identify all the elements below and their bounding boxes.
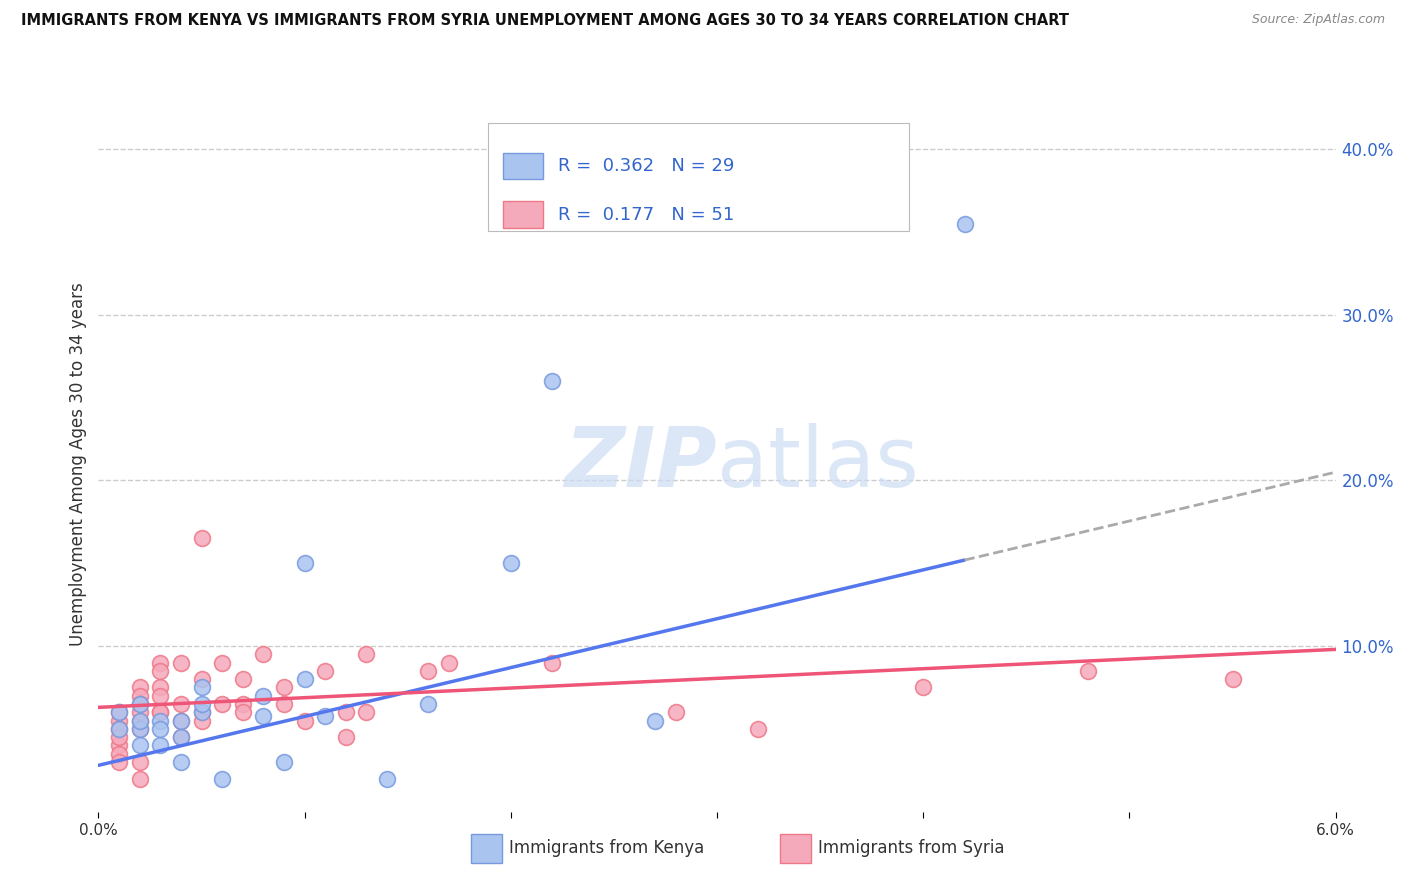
Point <box>170 730 193 744</box>
Point <box>149 739 172 753</box>
Point <box>190 672 212 686</box>
Point <box>294 714 316 728</box>
Y-axis label: Unemployment Among Ages 30 to 34 years: Unemployment Among Ages 30 to 34 years <box>69 282 87 646</box>
Point <box>499 556 522 570</box>
Point <box>128 706 150 720</box>
Point <box>190 532 212 546</box>
Point <box>170 714 193 728</box>
Point <box>190 706 212 720</box>
Point <box>170 714 193 728</box>
Point <box>211 697 233 711</box>
Point <box>912 681 935 695</box>
Point <box>232 706 254 720</box>
Text: IMMIGRANTS FROM KENYA VS IMMIGRANTS FROM SYRIA UNEMPLOYMENT AMONG AGES 30 TO 34 : IMMIGRANTS FROM KENYA VS IMMIGRANTS FROM… <box>21 13 1069 29</box>
Point <box>211 772 233 786</box>
Point <box>252 708 274 723</box>
Point <box>232 672 254 686</box>
Point <box>108 706 131 720</box>
Point <box>128 772 150 786</box>
Point <box>851 208 873 222</box>
Point <box>314 708 336 723</box>
Point <box>108 755 131 769</box>
Point <box>108 706 131 720</box>
Point <box>149 722 172 736</box>
Point <box>335 706 357 720</box>
FancyBboxPatch shape <box>488 123 908 231</box>
Point <box>437 656 460 670</box>
Text: Immigrants from Kenya: Immigrants from Kenya <box>509 839 704 857</box>
Point <box>149 681 172 695</box>
Point <box>128 697 150 711</box>
Point <box>294 556 316 570</box>
Point <box>356 706 378 720</box>
Point <box>128 722 150 736</box>
Text: Source: ZipAtlas.com: Source: ZipAtlas.com <box>1251 13 1385 27</box>
Point <box>108 714 131 728</box>
FancyBboxPatch shape <box>503 202 543 227</box>
Text: atlas: atlas <box>717 424 918 504</box>
Point <box>170 755 193 769</box>
Point <box>190 706 212 720</box>
Point <box>314 664 336 678</box>
Point <box>747 722 769 736</box>
Point <box>211 656 233 670</box>
Point <box>128 681 150 695</box>
Text: R =  0.362   N = 29: R = 0.362 N = 29 <box>558 157 734 175</box>
Text: R =  0.177   N = 51: R = 0.177 N = 51 <box>558 205 734 224</box>
Point <box>128 714 150 728</box>
Point <box>149 664 172 678</box>
Point <box>1222 672 1244 686</box>
Point <box>541 656 564 670</box>
Point <box>170 656 193 670</box>
Text: ZIP: ZIP <box>564 424 717 504</box>
Point <box>108 739 131 753</box>
Point <box>149 689 172 703</box>
Point <box>149 706 172 720</box>
Point <box>644 714 666 728</box>
Point <box>170 697 193 711</box>
Point <box>108 722 131 736</box>
Point <box>953 217 976 231</box>
Point <box>108 730 131 744</box>
FancyBboxPatch shape <box>503 153 543 179</box>
Point <box>128 722 150 736</box>
Point <box>356 648 378 662</box>
Point <box>541 374 564 388</box>
Point <box>252 689 274 703</box>
Point <box>149 656 172 670</box>
Point <box>108 747 131 761</box>
Point <box>190 714 212 728</box>
Point <box>294 672 316 686</box>
Point <box>190 681 212 695</box>
Point <box>170 730 193 744</box>
Point <box>335 730 357 744</box>
Point <box>128 689 150 703</box>
Point <box>252 648 274 662</box>
Point <box>375 772 398 786</box>
Point <box>108 722 131 736</box>
Point <box>128 697 150 711</box>
Point <box>128 739 150 753</box>
Point <box>128 755 150 769</box>
Point <box>273 697 295 711</box>
Point <box>1077 664 1099 678</box>
Point <box>149 706 172 720</box>
Point <box>273 681 295 695</box>
Point <box>273 755 295 769</box>
Point <box>232 697 254 711</box>
Point <box>149 714 172 728</box>
Point <box>665 706 688 720</box>
Point <box>190 697 212 711</box>
Text: Immigrants from Syria: Immigrants from Syria <box>818 839 1005 857</box>
Point <box>418 664 440 678</box>
Point <box>418 697 440 711</box>
Point <box>128 714 150 728</box>
